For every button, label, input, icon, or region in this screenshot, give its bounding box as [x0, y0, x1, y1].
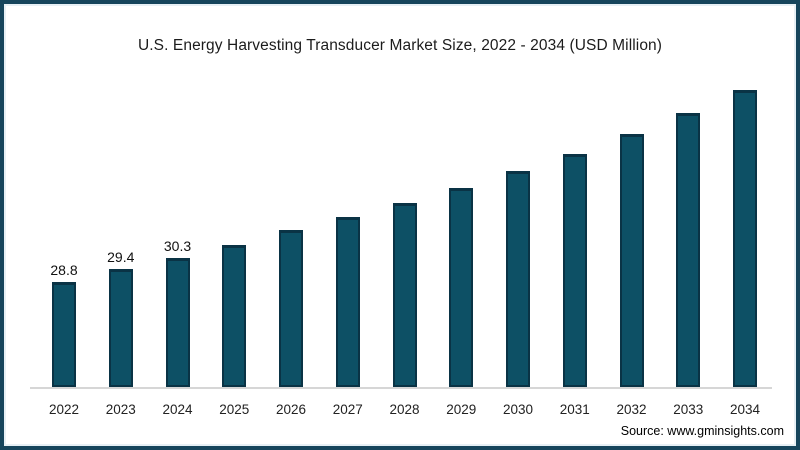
chart-title: U.S. Energy Harvesting Transducer Market…	[137, 37, 663, 54]
x-tick-label-2030: 2030	[502, 402, 534, 417]
x-tick-label-2034: 2034	[729, 402, 761, 417]
x-tick-label-2025: 2025	[219, 402, 250, 417]
x-tick-label-2028: 2028	[389, 402, 420, 417]
bar-2023	[108, 269, 133, 387]
x-tick-label-2027: 2027	[332, 402, 363, 417]
x-tick-label-2029: 2029	[446, 402, 477, 417]
bar-2031	[562, 154, 587, 387]
x-tick-label-2031: 2031	[559, 402, 590, 417]
bar-2028	[392, 203, 417, 387]
x-tick-label-2022: 2022	[48, 402, 80, 417]
bar-2034	[733, 90, 757, 387]
bar-2024	[165, 258, 190, 387]
bar-2030	[506, 171, 530, 387]
x-tick-label-2032: 2032	[616, 402, 647, 417]
bar-2027	[335, 217, 360, 387]
bar-value-label-2022: 28.8	[50, 262, 78, 278]
bar-2033	[676, 113, 701, 387]
bar-value-label-2023: 29.4	[107, 249, 135, 265]
bar-2026	[279, 230, 303, 387]
x-axis-line	[30, 387, 772, 389]
bar-2032	[619, 134, 644, 387]
bar-value-label-2024: 30.3	[163, 238, 192, 254]
x-tick-label-2033: 2033	[673, 402, 704, 417]
source-attribution: Source: www.gminsights.com	[620, 424, 784, 438]
x-tick-label-2023: 2023	[105, 402, 136, 417]
bar-2022	[52, 282, 76, 387]
x-tick-label-2026: 2026	[275, 402, 307, 417]
bar-2025	[222, 245, 247, 387]
x-tick-label-2024: 2024	[162, 402, 193, 417]
bar-2029	[449, 188, 474, 387]
